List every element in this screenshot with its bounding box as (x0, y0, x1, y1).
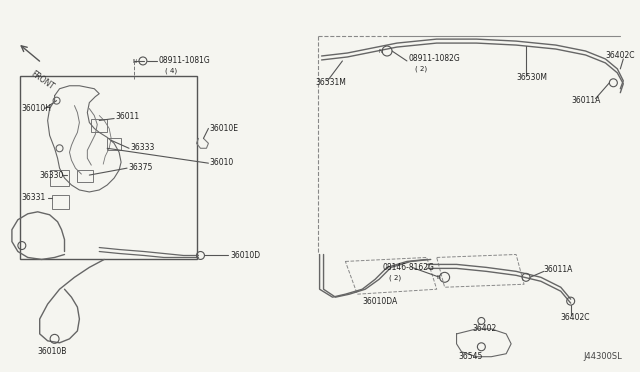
Text: 36010D: 36010D (230, 251, 260, 260)
Text: 36010B: 36010B (38, 347, 67, 356)
Text: 36010E: 36010E (209, 124, 239, 133)
Text: ( 2): ( 2) (415, 65, 427, 72)
Text: B: B (437, 275, 440, 280)
Text: 36010: 36010 (209, 158, 234, 167)
Text: 36010DA: 36010DA (362, 296, 397, 306)
Text: 36010H: 36010H (22, 104, 52, 113)
Bar (50, 170, 70, 186)
Text: 36011: 36011 (115, 112, 140, 121)
Text: 08911-1081G: 08911-1081G (159, 57, 211, 65)
Bar (92, 119, 107, 132)
Text: J44300SL: J44300SL (584, 352, 622, 361)
Text: 36330: 36330 (40, 171, 64, 180)
Bar (107, 138, 121, 150)
Bar (20, 76, 196, 259)
Text: 36375: 36375 (128, 163, 152, 171)
Text: 36333: 36333 (130, 143, 154, 152)
Text: N: N (378, 48, 382, 54)
Text: N: N (133, 60, 137, 64)
Text: ( 4): ( 4) (164, 68, 177, 74)
Text: 36402C: 36402C (605, 51, 635, 61)
Bar (77, 170, 93, 182)
Text: 08146-8162G: 08146-8162G (382, 263, 434, 272)
Text: 36331: 36331 (22, 193, 46, 202)
Text: 36545: 36545 (458, 352, 483, 361)
Text: 36011A: 36011A (544, 265, 573, 274)
Text: ( 2): ( 2) (389, 274, 401, 280)
Text: 36402C: 36402C (561, 312, 590, 321)
Text: FRONT: FRONT (29, 69, 56, 91)
Text: 36531M: 36531M (316, 78, 346, 87)
Text: 36402: 36402 (472, 324, 497, 333)
Text: 08911-1082G: 08911-1082G (409, 54, 461, 64)
Bar (52, 195, 70, 209)
Text: 36011A: 36011A (572, 96, 601, 105)
Text: 36530M: 36530M (516, 73, 547, 82)
